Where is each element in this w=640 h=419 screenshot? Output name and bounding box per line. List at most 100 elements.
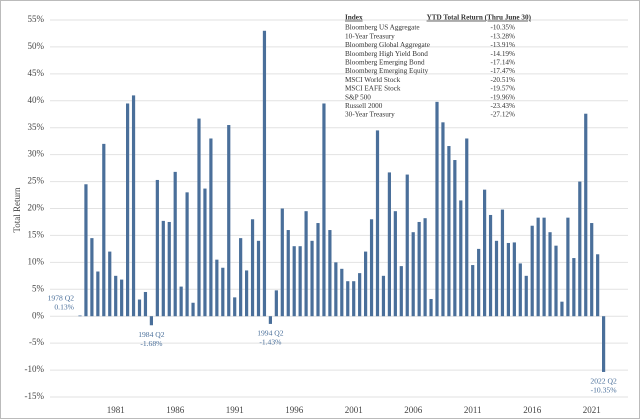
x-tick-label: 1981 [107, 405, 125, 415]
bar [209, 138, 213, 317]
bar [584, 113, 588, 317]
table-cell: -19.57% [490, 85, 515, 93]
bar [256, 240, 261, 317]
table-header: YTD Total Return (Thru June 30) [427, 14, 532, 22]
value-label: -10.35% [591, 386, 618, 395]
bar [334, 262, 338, 317]
bar [161, 220, 165, 317]
table-cell: -17.47% [490, 67, 515, 75]
table-cell: -13.28% [490, 32, 515, 40]
bar [167, 221, 171, 317]
value-label: -1.68% [140, 339, 163, 348]
bar [411, 232, 415, 317]
bar [304, 211, 308, 317]
table-cell: -14.19% [490, 50, 515, 58]
table-cell: Bloomberg Global Aggregate [345, 41, 430, 49]
bar [530, 225, 534, 317]
table-cell: Bloomberg Emerging Equity [345, 67, 429, 75]
bar [596, 254, 600, 317]
bar [310, 240, 314, 317]
bar-label: 1994 Q2 [257, 329, 284, 338]
bar [250, 219, 255, 317]
y-tick-label: 30% [28, 149, 45, 159]
bar [358, 273, 362, 317]
bar [78, 315, 82, 317]
bar [340, 268, 344, 317]
x-tick-label: 2001 [345, 405, 363, 415]
bar [215, 259, 219, 317]
y-tick-label: 15% [28, 229, 45, 239]
x-tick-label: 2016 [523, 405, 542, 415]
bar [352, 281, 356, 317]
bar [102, 143, 106, 317]
x-tick-label: 2011 [464, 405, 482, 415]
y-tick-label: 40% [28, 95, 45, 105]
bar [245, 270, 249, 317]
table-cell: -23.43% [490, 102, 515, 110]
bar [447, 146, 451, 317]
table-cell: -13.91% [490, 41, 515, 49]
bar [322, 103, 326, 317]
bar [435, 101, 439, 317]
bar [108, 251, 112, 317]
y-tick-label: 5% [32, 283, 45, 293]
bar [375, 130, 380, 317]
table-cell: -10.35% [490, 24, 515, 32]
bar [548, 232, 552, 317]
bar [292, 246, 296, 317]
table-cell: Bloomberg Emerging Bond [345, 58, 425, 66]
value-label: 0.13% [54, 302, 74, 311]
bar [542, 217, 546, 317]
table-header: Index [345, 14, 363, 22]
bar [96, 271, 100, 317]
bar [512, 242, 516, 317]
bar [369, 219, 374, 317]
bar [346, 281, 350, 317]
y-tick-label: 20% [28, 203, 45, 213]
bar [274, 290, 278, 317]
bar [477, 248, 481, 317]
value-label: -1.43% [259, 338, 282, 347]
y-tick-label: 25% [28, 176, 45, 186]
bar [399, 266, 403, 317]
bar [483, 189, 487, 317]
table-cell: Russell 2000 [345, 102, 383, 110]
table-cell: MSCI EAFE Stock [345, 85, 401, 93]
bar [227, 125, 231, 317]
y-tick-label: -5% [29, 337, 44, 347]
bar [126, 103, 130, 317]
bar [185, 192, 189, 317]
bar [84, 184, 88, 317]
table-cell: -19.96% [490, 93, 515, 101]
bar [506, 242, 510, 317]
table-cell: -17.14% [490, 58, 515, 66]
bar [131, 95, 136, 317]
y-tick-label: 45% [28, 68, 45, 78]
bar [239, 238, 243, 317]
bar [429, 298, 433, 317]
bar [590, 223, 594, 317]
table-cell: Bloomberg High Yield Bond [345, 50, 428, 58]
bar [441, 122, 445, 317]
bar [262, 30, 267, 317]
bar [500, 209, 505, 317]
bar [488, 214, 493, 317]
bar [268, 316, 272, 324]
bar [471, 265, 475, 317]
bar-label: 1984 Q2 [138, 330, 165, 339]
bar [405, 174, 409, 317]
bar-label: 2022 Q2 [590, 377, 617, 386]
table-cell: -27.12% [490, 111, 515, 119]
x-tick-label: 1986 [166, 405, 185, 415]
y-tick-label: 55% [28, 14, 45, 24]
bar [221, 267, 225, 317]
y-tick-label: 0% [32, 310, 45, 320]
bar [179, 286, 183, 317]
table-cell: -20.51% [490, 76, 515, 84]
bar [316, 223, 320, 317]
bar [364, 251, 368, 317]
bar [566, 217, 570, 317]
x-tick-label: 1991 [226, 405, 244, 415]
